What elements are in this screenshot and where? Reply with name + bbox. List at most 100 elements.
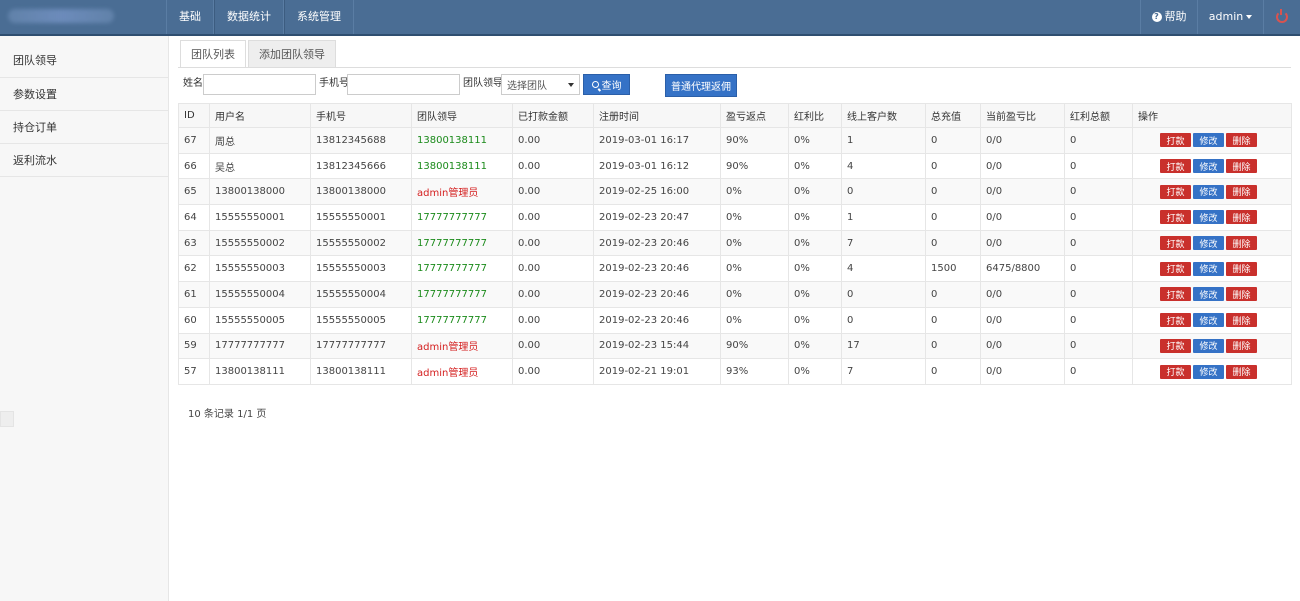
- delete-button[interactable]: 删除: [1226, 159, 1257, 174]
- sidebar-item-positions[interactable]: 持仓订单: [0, 111, 168, 144]
- pay-button[interactable]: 打款: [1160, 184, 1191, 199]
- cell-pl-ratio: 0/0: [980, 306, 1065, 334]
- query-button[interactable]: 查询: [583, 74, 630, 95]
- pay-button[interactable]: 打款: [1160, 236, 1191, 251]
- pay-button[interactable]: 打款: [1160, 133, 1191, 148]
- table-row: 60 15555550005 15555550005 17777777777 0.00 2…: [178, 306, 1292, 334]
- cell-reg-time: 2019-02-25 16:00: [593, 178, 721, 206]
- pay-button[interactable]: 打款: [1160, 261, 1191, 276]
- delete-button[interactable]: 删除: [1226, 184, 1257, 199]
- name-input[interactable]: [203, 74, 316, 95]
- edit-button[interactable]: 修改: [1193, 159, 1224, 174]
- col-header: 手机号: [310, 103, 412, 128]
- col-header: 总充值: [925, 103, 981, 128]
- sidebar-item-rebate-flow[interactable]: 返利流水: [0, 144, 168, 177]
- power-icon: [1276, 9, 1288, 23]
- leader-select[interactable]: 选择团队: [501, 74, 580, 95]
- cell-pl-ratio: 0/0: [980, 178, 1065, 206]
- nav-item-statistics[interactable]: 数据统计: [214, 0, 284, 34]
- cell-id: 63: [178, 229, 210, 257]
- user-menu[interactable]: admin: [1197, 0, 1263, 34]
- delete-button[interactable]: 删除: [1226, 364, 1257, 379]
- cell-reg-time: 2019-03-01 16:12: [593, 152, 721, 180]
- sidebar-toggle-handle[interactable]: [0, 411, 14, 427]
- question-circle-icon: ?: [1151, 12, 1162, 22]
- agent-rebate-button[interactable]: 普通代理返佣: [665, 74, 737, 97]
- pay-button[interactable]: 打款: [1160, 313, 1191, 328]
- edit-button[interactable]: 修改: [1193, 236, 1224, 251]
- delete-button[interactable]: 删除: [1226, 313, 1257, 328]
- pay-button[interactable]: 打款: [1160, 159, 1191, 174]
- cell-recharge: 0: [925, 229, 981, 257]
- cell-rebate: 0%: [720, 306, 789, 334]
- pay-button[interactable]: 打款: [1160, 338, 1191, 353]
- cell-online: 1: [841, 127, 926, 154]
- query-label: 查询: [601, 81, 622, 92]
- edit-button[interactable]: 修改: [1193, 184, 1224, 199]
- cell-id: 66: [178, 152, 210, 180]
- leader-select-value: 选择团队: [507, 81, 547, 92]
- nav-item-system[interactable]: 系统管理: [284, 0, 354, 34]
- cell-bonus-ratio: 0%: [788, 306, 842, 334]
- nav-item-basic[interactable]: 基础: [166, 0, 214, 34]
- name-label: 姓名: [183, 78, 203, 89]
- cell-bonus-total: 0: [1064, 358, 1133, 385]
- cell-leader: admin管理员: [411, 332, 513, 360]
- table-row: 57 13800138111 13800138111 admin管理员 0.00 2019…: [178, 358, 1292, 385]
- cell-reg-time: 2019-02-23 20:46: [593, 255, 721, 283]
- tab-add-leader[interactable]: 添加团队领导: [248, 40, 336, 68]
- delete-button[interactable]: 删除: [1226, 133, 1257, 148]
- cell-reg-time: 2019-02-21 19:01: [593, 358, 721, 385]
- cell-leader: 17777777777: [411, 204, 513, 231]
- cell-reg-time: 2019-02-23 15:44: [593, 332, 721, 360]
- pay-button[interactable]: 打款: [1160, 210, 1191, 225]
- app-logo[interactable]: [0, 0, 166, 34]
- help-link[interactable]: ? 帮助: [1140, 0, 1197, 34]
- edit-button[interactable]: 修改: [1193, 133, 1224, 148]
- cell-username: 13800138111: [209, 358, 311, 385]
- cell-pl-ratio: 0/0: [980, 358, 1065, 385]
- edit-button[interactable]: 修改: [1193, 210, 1224, 225]
- edit-button[interactable]: 修改: [1193, 313, 1224, 328]
- delete-button[interactable]: 删除: [1226, 261, 1257, 276]
- edit-button[interactable]: 修改: [1193, 364, 1224, 379]
- delete-button[interactable]: 删除: [1226, 210, 1257, 225]
- delete-button[interactable]: 删除: [1226, 338, 1257, 353]
- phone-input[interactable]: [347, 74, 460, 95]
- cell-rebate: 0%: [720, 204, 789, 231]
- cell-paid: 0.00: [512, 306, 594, 334]
- col-header: 线上客户数: [841, 103, 926, 128]
- delete-button[interactable]: 删除: [1226, 287, 1257, 302]
- cell-bonus-total: 0: [1064, 152, 1133, 180]
- cell-phone: 17777777777: [310, 332, 412, 360]
- cell-paid: 0.00: [512, 255, 594, 283]
- edit-button[interactable]: 修改: [1193, 287, 1224, 302]
- sidebar: 团队领导 参数设置 持仓订单 返利流水: [0, 36, 169, 601]
- cell-leader: 17777777777: [411, 255, 513, 283]
- tab-team-list[interactable]: 团队列表: [180, 40, 246, 68]
- col-header: 用户名: [209, 103, 311, 128]
- cell-phone: 13800138111: [310, 358, 412, 385]
- pay-button[interactable]: 打款: [1160, 364, 1191, 379]
- edit-button[interactable]: 修改: [1193, 338, 1224, 353]
- cell-leader: 17777777777: [411, 306, 513, 334]
- delete-button[interactable]: 删除: [1226, 236, 1257, 251]
- cell-actions: 打款 修改 删除: [1132, 255, 1292, 283]
- logout-button[interactable]: [1263, 0, 1300, 34]
- cell-bonus-total: 0: [1064, 204, 1133, 231]
- cell-id: 62: [178, 255, 210, 283]
- table-row: 65 13800138000 13800138000 admin管理员 0.00 2019…: [178, 178, 1292, 206]
- sidebar-item-settings[interactable]: 参数设置: [0, 78, 168, 111]
- cell-reg-time: 2019-03-01 16:17: [593, 127, 721, 154]
- edit-button[interactable]: 修改: [1193, 261, 1224, 276]
- sidebar-item-team-leader[interactable]: 团队领导: [0, 36, 168, 78]
- chevron-down-icon: [568, 82, 574, 87]
- cell-online: 4: [841, 255, 926, 283]
- pay-button[interactable]: 打款: [1160, 287, 1191, 302]
- cell-reg-time: 2019-02-23 20:46: [593, 281, 721, 308]
- cell-recharge: 0: [925, 178, 981, 206]
- cell-leader: 17777777777: [411, 229, 513, 257]
- cell-actions: 打款 修改 删除: [1132, 306, 1292, 334]
- cell-bonus-ratio: 0%: [788, 178, 842, 206]
- user-label: admin: [1208, 10, 1244, 23]
